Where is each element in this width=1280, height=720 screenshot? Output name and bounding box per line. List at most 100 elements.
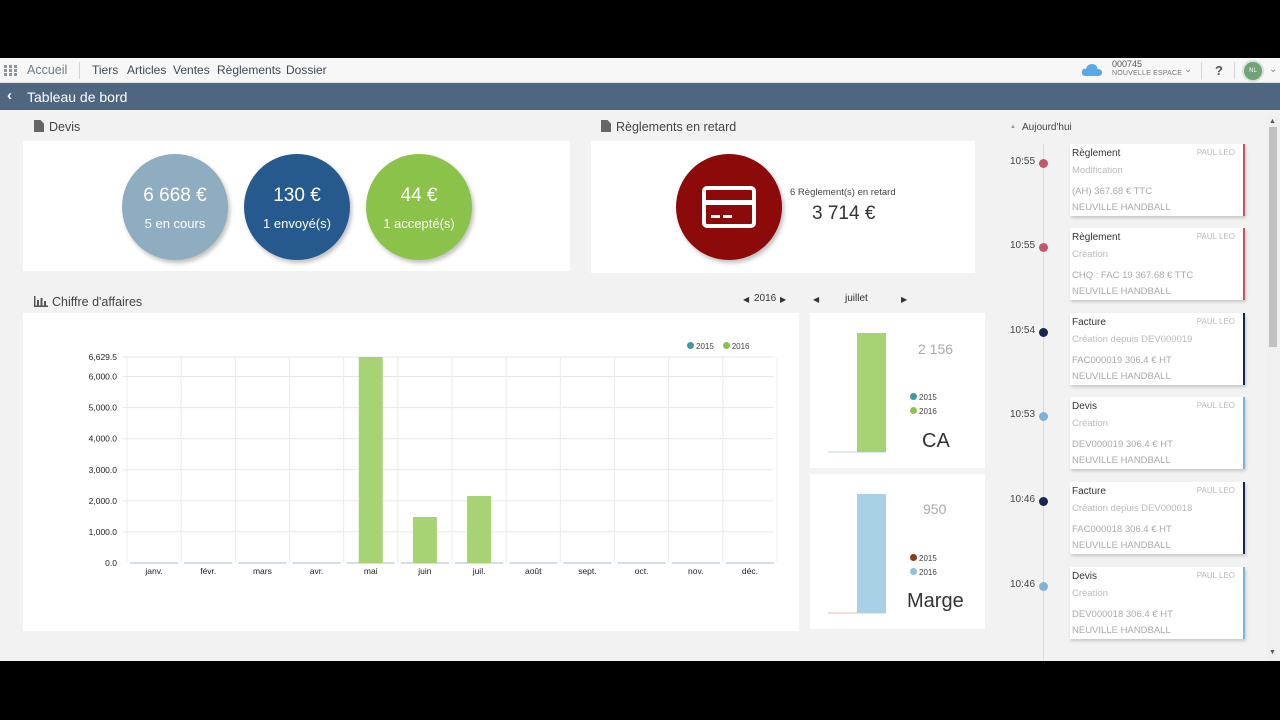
bar-2016-juil. (467, 496, 492, 563)
event-client: NEUVILLE HANDBALL (1072, 625, 1171, 636)
timeline-time: 10:46 (1010, 494, 1036, 505)
account-name[interactable]: NOUVELLE ESPACE (1112, 70, 1183, 77)
year-next-arrow[interactable]: ▶ (780, 295, 787, 304)
event-action: Création (1072, 249, 1108, 260)
nav-item-tiers[interactable]: Tiers (92, 63, 119, 77)
timeline-dot (1039, 328, 1048, 337)
legend-2016-label: 2016 (731, 342, 750, 351)
help-button[interactable]: ? (1215, 63, 1223, 78)
nav-item-ventes[interactable]: Ventes (173, 63, 210, 77)
event-user: PAUL LEO (1196, 232, 1235, 241)
scrollbar[interactable]: ▲ ▼ (1266, 116, 1280, 661)
month-prev-arrow[interactable]: ◀ (813, 295, 820, 304)
collapse-arrow-icon[interactable]: ▲ (1010, 124, 1016, 130)
chevron-down-icon[interactable]: ⌄ (1184, 64, 1193, 75)
timeline-event-card[interactable]: Devis PAUL LEO Création DEV000019 306.4 € H… (1070, 397, 1245, 469)
y-tick-label: 6,000.0 (89, 372, 118, 382)
event-type: Devis (1072, 401, 1098, 412)
month-next-arrow[interactable]: ▶ (901, 295, 908, 304)
devis-en-cours-circle[interactable]: 6 668 € 5 en cours (122, 154, 228, 260)
y-tick-label: 2,000.0 (89, 496, 118, 506)
nav-item-articles[interactable]: Articles (127, 63, 167, 77)
apps-grid-icon[interactable] (4, 65, 18, 77)
mini-bar-2016 (857, 494, 886, 613)
bar-chart-icon (34, 296, 48, 307)
timeline-dot (1039, 243, 1048, 252)
x-tick-label: févr. (200, 566, 216, 576)
nav-home-link[interactable]: Accueil (27, 63, 68, 77)
x-tick-label: déc. (742, 566, 758, 576)
devis-acceptes-circle[interactable]: 44 € 1 accepté(s) (366, 154, 472, 260)
back-arrow-icon[interactable]: ‹ (7, 87, 12, 104)
event-client: NEUVILLE HANDBALL (1072, 286, 1171, 297)
year-prev-arrow[interactable]: ◀ (743, 295, 750, 304)
devis-envoyes-amount: 130 € (273, 185, 321, 206)
event-detail: FAC000019 306.4 € HT (1072, 355, 1172, 366)
account-number[interactable]: 000745 (1112, 59, 1143, 69)
credit-card-icon (702, 186, 756, 228)
scroll-down-arrow[interactable]: ▼ (1269, 649, 1276, 656)
y-tick-label: 3,000.0 (89, 465, 118, 475)
marge-mini-panel: 950 2015 2016 Marge (810, 474, 985, 629)
document-icon (601, 120, 611, 132)
timeline-time: 10:54 (1010, 325, 1036, 336)
timeline-time: 10:55 (1010, 240, 1036, 251)
chevron-down-icon[interactable]: ⌄ (1269, 64, 1278, 75)
reglements-section-title: Règlements en retard (601, 120, 736, 134)
devis-envoyes-label: 1 envoyé(s) (263, 216, 331, 231)
event-type: Devis (1072, 571, 1098, 582)
ca-section-title: Chiffre d'affaires (34, 295, 142, 309)
bar-2016-juin (412, 517, 437, 563)
scroll-thumb[interactable] (1269, 127, 1277, 347)
event-action: Création depuis DEV000019 (1072, 334, 1193, 345)
marge-mini-legend-2016: 2016 (910, 568, 937, 577)
devis-acceptes-label: 1 accepté(s) (383, 216, 455, 231)
timeline-time: 10:53 (1010, 409, 1036, 420)
timeline-event-card[interactable]: Règlement PAUL LEO Création CHQ : FAC 19 36… (1070, 228, 1245, 300)
devis-en-cours-amount: 6 668 € (143, 185, 207, 206)
late-payments-amount: 3 714 € (812, 203, 876, 224)
x-tick-label: avr. (310, 566, 324, 576)
devis-envoyes-circle[interactable]: 130 € 1 envoyé(s) (244, 154, 350, 260)
late-payments-circle[interactable] (676, 154, 782, 260)
x-tick-label: mars (253, 566, 272, 576)
event-action: Modification (1072, 165, 1123, 176)
ca-mini-panel: 2 156 2015 2016 CA (810, 313, 985, 468)
cloud-icon (1081, 64, 1102, 76)
nav-item-dossier[interactable]: Dossier (286, 63, 327, 77)
x-tick-label: janv. (144, 566, 162, 576)
devis-acceptes-amount: 44 € (400, 185, 438, 206)
title-bar: ‹ Tableau de bord (0, 83, 1280, 110)
event-client: NEUVILLE HANDBALL (1072, 540, 1171, 551)
event-detail: FAC000018 306.4 € HT (1072, 524, 1172, 535)
marge-mini-chart (828, 494, 886, 614)
year-label: 2016 (754, 293, 777, 304)
timeline-dot (1039, 412, 1048, 421)
event-detail: CHQ : FAC 19 367.68 € TTC (1072, 270, 1194, 281)
event-type: Facture (1072, 317, 1106, 328)
timeline-event-card[interactable]: Devis PAUL LEO Création DEV000018 306.4 € H… (1070, 567, 1245, 639)
event-user: PAUL LEO (1196, 317, 1235, 326)
app-window: Accueil Tiers Articles Ventes Règlements… (0, 58, 1280, 661)
nav-divider (1201, 62, 1202, 79)
legend-2016-dot (722, 342, 730, 349)
avatar[interactable]: NL (1242, 60, 1264, 82)
timeline-event-card[interactable]: Facture PAUL LEO Création depuis DEV000019… (1070, 313, 1245, 385)
ca-mini-title: CA (922, 430, 950, 452)
devis-title-text: Devis (49, 120, 81, 134)
scroll-up-arrow[interactable]: ▲ (1269, 118, 1276, 125)
event-type: Facture (1072, 486, 1106, 497)
marge-mini-value: 950 (923, 501, 947, 517)
timeline-event-card[interactable]: Règlement PAUL LEO Modification (AH) 367.68… (1070, 144, 1245, 216)
nav-item-reglements[interactable]: Règlements (217, 63, 282, 77)
timeline-today-label: Aujourd'hui (1022, 122, 1072, 133)
timeline-event-card[interactable]: Facture PAUL LEO Création depuis DEV000018… (1070, 482, 1245, 554)
y-tick-label: 1,000.0 (89, 527, 118, 537)
event-user: PAUL LEO (1196, 401, 1235, 410)
devis-section-title: Devis (34, 120, 80, 134)
timeline-time: 10:46 (1010, 579, 1036, 590)
event-type: Règlement (1072, 232, 1121, 243)
y-tick-label: 5,000.0 (89, 403, 118, 413)
document-icon (34, 120, 44, 132)
timeline-dot (1039, 582, 1048, 591)
